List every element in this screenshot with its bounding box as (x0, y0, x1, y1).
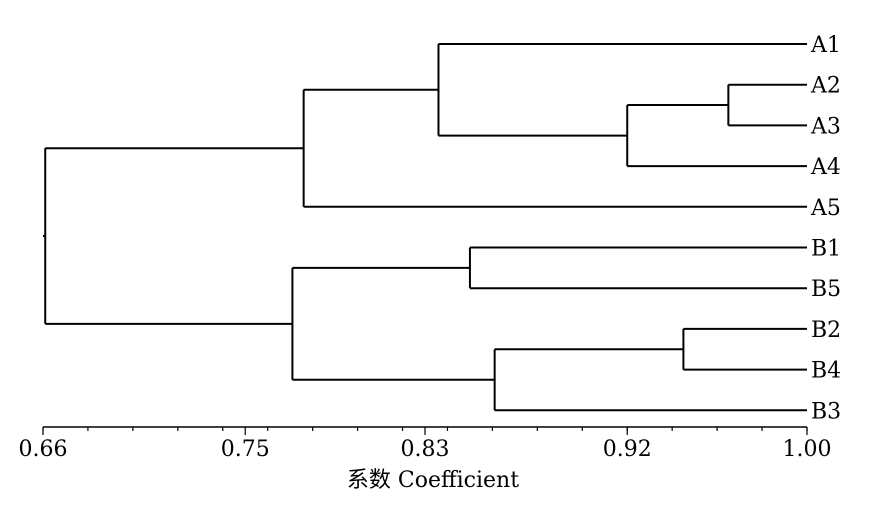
leaf-label-a3: A3 (810, 114, 841, 139)
leaf-label-a5: A5 (810, 196, 841, 221)
leaf-label-b2: B2 (811, 318, 841, 343)
tick-label: 0.75 (221, 437, 270, 462)
x-axis-ticks (42, 427, 808, 435)
leaf-label-b1: B1 (811, 237, 841, 262)
tick-label: 0.83 (401, 437, 450, 462)
tick-label: 0.92 (603, 437, 652, 462)
leaf-label-a1: A1 (810, 33, 841, 58)
leaf-label-b4: B4 (811, 359, 841, 384)
leaf-label-a4: A4 (810, 155, 841, 180)
x-axis-tick-labels: 0.66 0.75 0.83 0.92 1.00 (19, 437, 832, 462)
x-axis: 0.66 0.75 0.83 0.92 1.00 (19, 426, 832, 462)
leaf-label-a2: A2 (810, 74, 841, 99)
leaf-label-b5: B5 (811, 277, 841, 302)
x-axis-title: 系数 Coefficient (347, 468, 519, 493)
tick-label: 0.66 (19, 437, 68, 462)
dendrogram-branches (43, 43, 807, 412)
leaf-labels: A1 A2 A3 A4 A5 B1 B5 B2 B4 B3 (810, 33, 841, 424)
tick-label: 1.00 (783, 437, 832, 462)
leaf-label-b3: B3 (811, 399, 841, 424)
